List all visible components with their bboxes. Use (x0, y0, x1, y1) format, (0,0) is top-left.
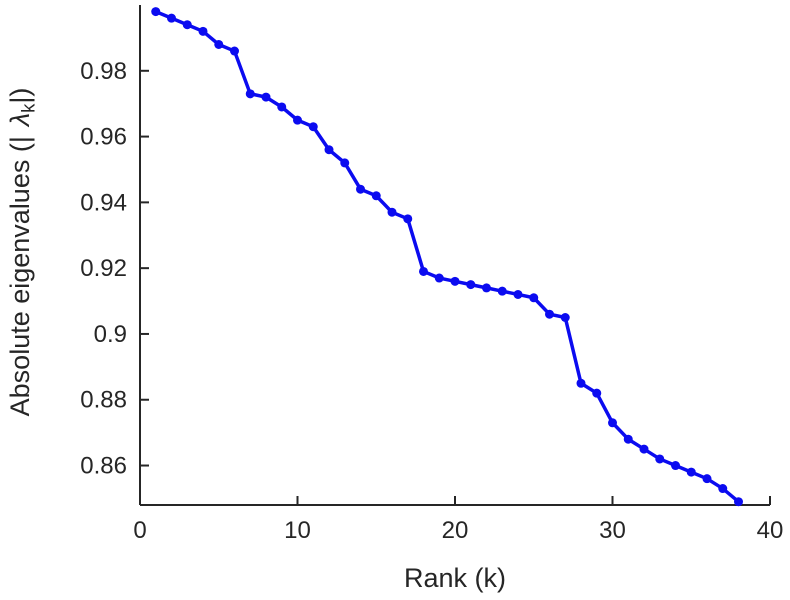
y-tick-label: 0.94 (80, 189, 127, 216)
data-point-marker (545, 309, 554, 319)
data-point-marker (151, 7, 161, 17)
y-axis-label-suffix: |) (4, 87, 35, 104)
x-tick-label: 40 (757, 517, 784, 544)
data-point-marker (230, 46, 239, 56)
data-point-marker (182, 20, 192, 30)
data-point-marker (356, 184, 365, 194)
y-tick-label: 0.92 (80, 255, 127, 282)
data-point-marker (702, 474, 712, 484)
x-tick-label: 10 (284, 517, 311, 544)
data-point-marker (560, 313, 570, 322)
data-point-marker (167, 13, 176, 23)
data-point-marker (608, 418, 617, 428)
data-point-marker (387, 207, 397, 217)
data-point-marker (324, 145, 334, 155)
y-tick-label: 0.88 (80, 387, 127, 414)
y-tick-label: 0.9 (94, 321, 127, 348)
y-axis-label: Absolute eigenvalues (| λk|) (5, 88, 40, 417)
data-point-marker (371, 191, 381, 201)
data-point-marker (576, 378, 586, 388)
data-point-marker (734, 497, 743, 507)
data-point-marker (592, 388, 602, 398)
data-point-marker (639, 444, 649, 454)
y-axis-label-prefix: Absolute eigenvalues (| (4, 136, 35, 417)
x-tick-label: 20 (442, 517, 469, 544)
data-point-marker (245, 89, 255, 99)
x-tick-label: 30 (599, 517, 626, 544)
data-point-marker (623, 434, 633, 444)
data-point-marker (340, 158, 350, 168)
data-point-marker (293, 115, 302, 125)
x-axis-label: Rank (k) (403, 563, 507, 593)
y-tick-label: 0.96 (80, 124, 127, 151)
data-point-marker (718, 484, 728, 494)
data-point-marker (655, 454, 665, 464)
data-point-marker (419, 266, 428, 276)
lambda-symbol: λ (4, 112, 35, 127)
data-point-marker (497, 286, 507, 296)
data-point-marker (466, 280, 476, 290)
data-point-marker (671, 461, 680, 471)
series-line (154, 9, 741, 504)
data-point-marker (686, 467, 696, 477)
data-point-marker (434, 273, 444, 283)
data-point-marker (482, 283, 491, 293)
data-point-marker (513, 289, 523, 299)
y-tick-label: 0.98 (80, 58, 127, 85)
data-point-marker (529, 293, 539, 303)
data-point-marker (403, 214, 413, 224)
lambda-subscript: k (17, 103, 39, 113)
data-point-marker (308, 122, 318, 132)
x-tick-label: 0 (133, 517, 146, 544)
y-tick-label: 0.86 (80, 453, 127, 480)
data-point-marker (277, 102, 287, 112)
data-point-marker (450, 276, 460, 286)
data-point-marker (261, 92, 271, 102)
data-point-marker (214, 39, 224, 49)
data-point-marker (198, 26, 208, 36)
